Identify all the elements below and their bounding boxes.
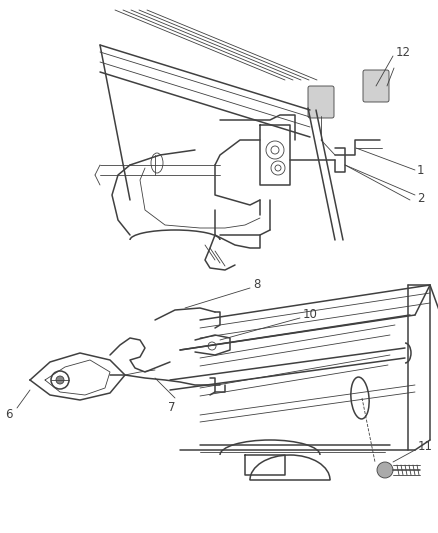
Circle shape [56,376,64,384]
Text: 7: 7 [168,401,175,415]
FancyBboxPatch shape [362,70,388,102]
Text: 8: 8 [252,279,260,292]
Text: 11: 11 [417,440,432,454]
Text: 1: 1 [416,164,424,176]
Text: 12: 12 [395,45,410,59]
Text: 2: 2 [416,191,424,205]
FancyBboxPatch shape [307,86,333,118]
Circle shape [376,462,392,478]
Text: 6: 6 [5,408,12,422]
Text: 10: 10 [302,309,317,321]
